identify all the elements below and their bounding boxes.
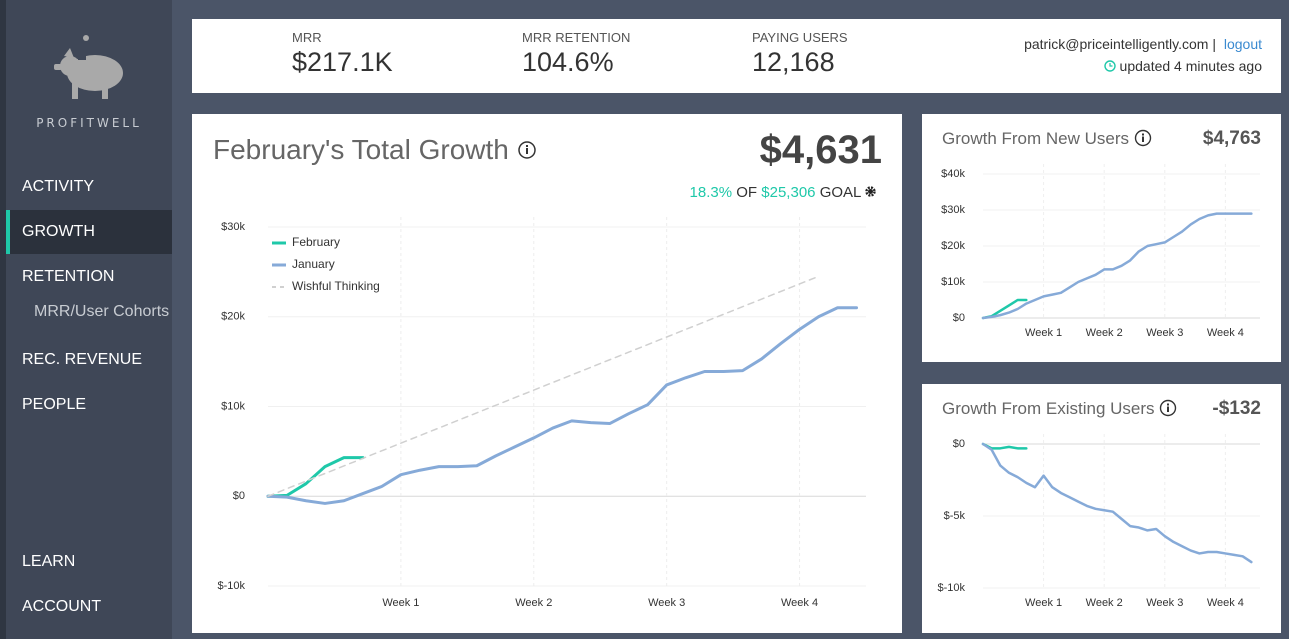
x-tick-label: Week 1 — [1025, 597, 1062, 609]
goal-of: OF — [736, 184, 758, 201]
series-line — [981, 442, 1253, 564]
new-users-card: Growth From New Users $4,763 $0 $10k $20k $… — [922, 114, 1281, 362]
clock-icon — [1103, 60, 1116, 72]
updated-text: updated 4 minutes ago — [1119, 58, 1262, 74]
info-icon[interactable] — [517, 140, 537, 160]
legend-label: January — [292, 257, 335, 271]
y-tick-label: $10k — [221, 400, 245, 412]
metric-label: MRR RETENTION — [522, 30, 631, 45]
sidebar: PROFITWELL ACTIVITY GROWTH RETENTION MRR/Us… — [6, 0, 172, 639]
goal-amount: $25,306 — [761, 184, 816, 201]
series-line — [267, 275, 820, 497]
sidebar-edge — [0, 0, 6, 639]
chart-title: Growth From New Users — [942, 129, 1130, 148]
x-tick-label: Week 3 — [1146, 327, 1183, 339]
nav-item[interactable]: ACTIVITY — [22, 178, 95, 195]
logo — [54, 35, 123, 99]
header: patrick@priceintelligently.com | logout … — [192, 19, 1281, 93]
user-info: patrick@priceintelligently.com | logout — [1024, 36, 1262, 52]
card-title-row: Growth From Existing Users — [942, 399, 1177, 419]
info-icon[interactable] — [1159, 399, 1177, 417]
main-card: February's Total Growth $4,631 18.3% OF … — [192, 114, 902, 633]
x-tick-label: Week 4 — [781, 597, 818, 609]
x-tick-label: Week 4 — [1207, 327, 1244, 339]
nav-item[interactable]: RETENTION — [22, 268, 115, 285]
goal-word: GOAL — [819, 184, 861, 201]
goal-percent: 18.3% — [689, 184, 733, 201]
logout-link[interactable]: logout — [1223, 36, 1262, 52]
separator: | — [1212, 36, 1216, 52]
metric-value: 104.6% — [522, 47, 614, 77]
y-tick-label: $0 — [953, 312, 965, 324]
y-tick-label: $0 — [233, 490, 245, 502]
updated: updated 4 minutes ago — [1103, 58, 1262, 74]
nav-item[interactable]: GROWTH — [6, 210, 172, 254]
x-tick-label: Week 2 — [515, 597, 552, 609]
nav-item[interactable]: REC. REVENUE — [22, 351, 143, 368]
x-tick-label: Week 4 — [1207, 597, 1244, 609]
series-line — [266, 306, 859, 505]
nav-item[interactable]: MRR/User Cohorts — [34, 303, 170, 320]
metric-label: PAYING USERS — [752, 30, 848, 45]
series-line — [981, 212, 1253, 320]
main-title-row: February's Total Growth — [213, 134, 537, 166]
y-tick-label: $0 — [953, 438, 965, 450]
metric-value: $217.1K — [292, 47, 393, 77]
y-tick-label: $-10k — [217, 580, 245, 592]
metric-value: 12,168 — [752, 47, 835, 77]
y-tick-label: $20k — [221, 311, 245, 323]
y-tick-label: $40k — [941, 168, 965, 180]
y-tick-label: $-10k — [937, 582, 965, 594]
legend-label: Wishful Thinking — [292, 279, 380, 293]
total: $4,631 — [759, 128, 882, 172]
goal: 18.3% OF $25,306 GOAL — [690, 184, 876, 201]
x-tick-label: Week 3 — [1146, 597, 1183, 609]
y-tick-label: $30k — [221, 221, 245, 233]
new-users-chart: $0 $10k $20k $30k $40k Week 1 Week 2 Week 3 Week… — [941, 164, 1260, 339]
nav-item[interactable]: ACCOUNT — [22, 598, 102, 615]
nav-item[interactable]: LEARN — [22, 553, 76, 570]
y-tick-label: $30k — [941, 204, 965, 216]
main-chart: $-10k $0 $10k $20k $30k Week 1 Week 2 Week 3 Wee… — [217, 217, 866, 609]
x-tick-label: Week 2 — [1086, 327, 1123, 339]
existing-users-chart: $-10k $-5k $0 Week 1 Week 2 Week 3 Week 4 — [937, 434, 1260, 609]
x-tick-label: Week 3 — [648, 597, 685, 609]
x-tick-label: Week 1 — [1025, 327, 1062, 339]
x-tick-label: Week 2 — [1086, 597, 1123, 609]
card-title-row: Growth From New Users — [942, 129, 1152, 149]
gear-icon[interactable] — [865, 186, 876, 197]
x-tick-label: Week 1 — [382, 597, 419, 609]
y-tick-label: $20k — [941, 240, 965, 252]
brand: PROFITWELL — [36, 116, 142, 130]
legend-label: February — [292, 235, 340, 249]
existing-users-card: Growth From Existing Users -$132 $-10k $-… — [922, 384, 1281, 633]
total: -$132 — [1212, 398, 1261, 419]
metric-label: MRR — [292, 30, 322, 45]
chart-title: Growth From Existing Users — [942, 399, 1155, 418]
y-tick-label: $-5k — [944, 510, 966, 522]
user-email: patrick@priceintelligently.com — [1024, 36, 1209, 52]
y-tick-label: $10k — [941, 276, 965, 288]
total: $4,763 — [1202, 128, 1261, 149]
info-icon[interactable] — [1134, 129, 1152, 147]
chart-title: February's Total Growth — [213, 134, 509, 165]
nav-item[interactable]: PEOPLE — [22, 396, 87, 413]
